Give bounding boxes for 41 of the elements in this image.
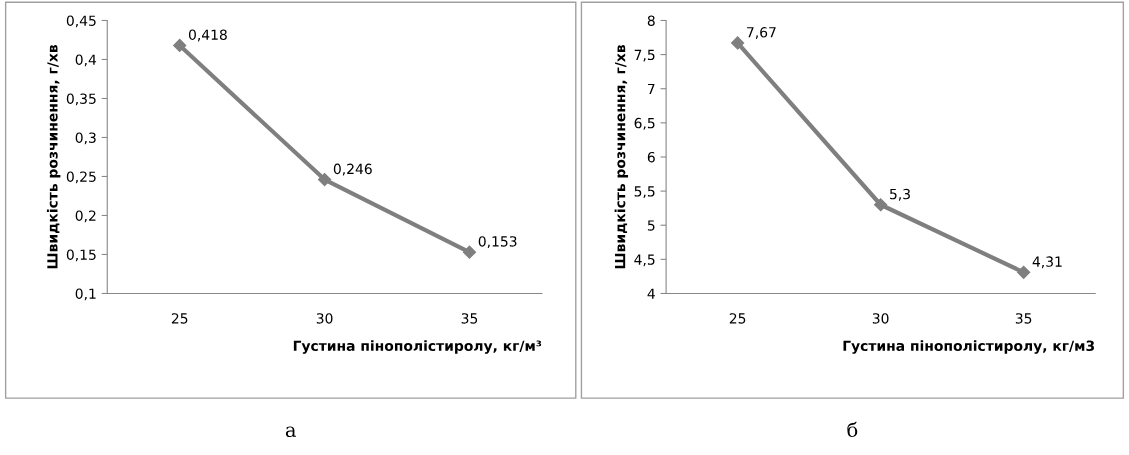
- y-tick-label: 0,45: [66, 15, 96, 28]
- y-tick-label: 5,5: [634, 186, 655, 198]
- x-tick-label: 35: [1015, 313, 1032, 324]
- data-label: 0,418: [188, 29, 227, 42]
- point: [1017, 265, 1031, 279]
- point: [462, 245, 477, 259]
- x-tick-label: 30: [316, 313, 333, 324]
- y-tick-label: 5: [647, 220, 655, 231]
- y-tick-label: 7: [648, 83, 655, 94]
- data-label: 0,153: [478, 236, 517, 249]
- point: [317, 173, 332, 187]
- y-tick-label: 8: [647, 15, 655, 26]
- x-tick-label: 25: [171, 313, 188, 324]
- x-axis-title: Густина пінополістиролу, кг/м3: [843, 340, 1095, 354]
- y-tick-label: 0,3: [75, 132, 96, 145]
- x-axis-title: Густина пінополістиролу, кг/м³: [293, 340, 542, 354]
- y-tick-label: 0,35: [66, 93, 96, 106]
- x-tick-label: 35: [461, 313, 478, 324]
- data-label: 7,67: [747, 27, 776, 39]
- y-tick-label: 7,5: [634, 49, 655, 62]
- y-tick-label: 6: [647, 151, 655, 163]
- x-tick-label: 30: [872, 313, 889, 324]
- y-tick-label: 4,5: [634, 254, 655, 267]
- point: [731, 36, 745, 50]
- text: б: [847, 421, 858, 438]
- data-label: 4,31: [1032, 256, 1062, 269]
- y-axis-title: Швидкість розчинення, г/хв: [614, 45, 629, 269]
- x-tick-label: 25: [729, 313, 746, 324]
- y-tick-label: 0,15: [66, 249, 96, 262]
- data-label: 5,3: [890, 188, 910, 201]
- y-tick-label: 6,5: [634, 117, 655, 130]
- y-tick-label: 0,1: [75, 288, 96, 301]
- point: [173, 38, 187, 53]
- y-tick-label: 0,2: [75, 210, 96, 223]
- data-label: 0,246: [333, 163, 372, 176]
- text: а: [285, 426, 296, 438]
- y-axis-title: Швидкість розчинення, г/хв: [46, 45, 61, 269]
- point: [874, 198, 888, 212]
- y-tick-label: 0,4: [75, 54, 97, 67]
- y-tick-label: 0,25: [66, 171, 96, 184]
- y-tick-label: 4: [647, 288, 655, 299]
